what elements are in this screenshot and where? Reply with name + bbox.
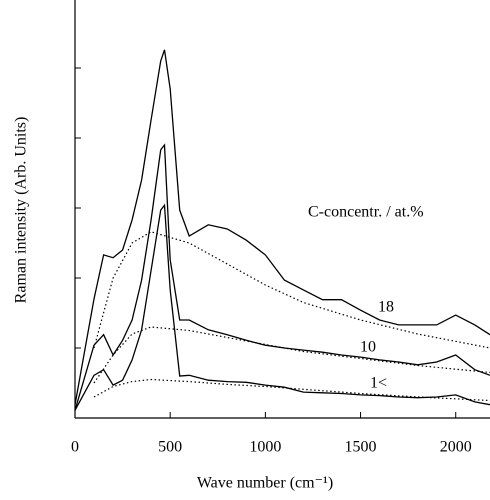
spectrum-line [74, 203, 490, 411]
series-label: 10 [360, 339, 376, 356]
spectrum-line [74, 143, 490, 411]
x-tick-label: 2000 [440, 439, 472, 456]
x-axis-label: Wave number (cm⁻¹) [197, 475, 333, 492]
baseline-line [93, 378, 490, 402]
y-axis-label: Raman intensity (Arb. Units) [13, 117, 30, 304]
baseline-line [93, 231, 490, 349]
x-tick-label: 1500 [345, 439, 377, 456]
baseline-line [93, 326, 490, 384]
x-tick-label: 500 [158, 439, 182, 456]
x-tick-label: 0 [71, 439, 79, 456]
series-label: 18 [378, 299, 394, 316]
x-tick-label: 1000 [249, 439, 281, 456]
series-label: 1< [370, 375, 387, 392]
spectrum-line [74, 49, 490, 405]
annotation: C-concentr. / at.% [308, 204, 424, 221]
